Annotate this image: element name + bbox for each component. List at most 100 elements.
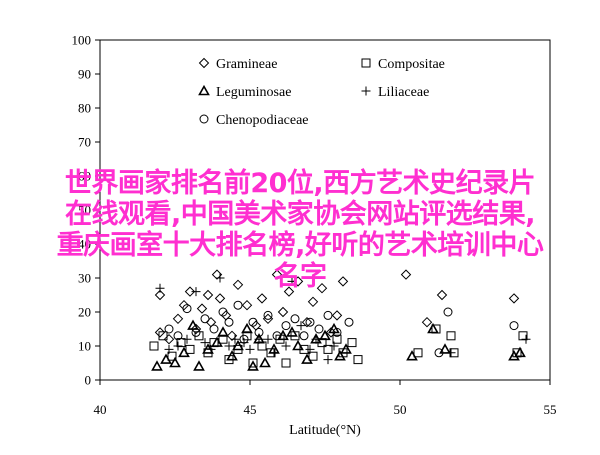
legend-item: Gramineae: [198, 57, 277, 72]
data-point: [337, 276, 349, 287]
data-point: [215, 273, 225, 283]
data-point: [239, 334, 249, 344]
y-tick-label: 60: [78, 169, 91, 184]
data-point: [305, 344, 315, 354]
y-tick-label: 0: [85, 373, 92, 388]
data-point: [353, 355, 363, 365]
data-point: [241, 322, 253, 334]
legend-item: Compositae: [361, 57, 445, 72]
data-point: [296, 321, 306, 331]
data-point: [202, 289, 214, 301]
data-point: [248, 317, 258, 327]
data-point: [164, 344, 174, 354]
data-point: [292, 276, 304, 287]
data-point: [194, 331, 204, 341]
data-point: [151, 360, 163, 371]
data-point: [292, 339, 304, 351]
data-point: [224, 317, 234, 327]
legend-item: Leguminosae: [198, 84, 291, 100]
overlay-line: 在线观看,中国美术家协会网站评选结果,: [64, 199, 536, 230]
data-point: [323, 310, 333, 320]
data-point: [155, 283, 165, 293]
data-point: [172, 313, 184, 325]
data-point: [226, 350, 238, 361]
data-point: [344, 317, 354, 327]
data-point: [307, 296, 319, 308]
data-point: [217, 326, 229, 337]
data-point: [311, 334, 321, 344]
data-point: [329, 341, 339, 351]
data-point: [332, 327, 342, 337]
x-tick-label: 40: [94, 402, 107, 417]
overlay-text: 世界画家排名前20位,西方艺术史纪录片 在线观看,中国美术家协会网站评选结果, …: [0, 168, 600, 292]
data-point: [314, 324, 324, 334]
data-point: [287, 276, 297, 286]
data-point: [281, 321, 291, 331]
y-tick-label: 80: [78, 101, 91, 116]
y-tick-label: 30: [78, 271, 91, 286]
y-tick-label: 40: [78, 237, 91, 252]
data-point: [224, 341, 234, 351]
data-point: [446, 348, 456, 358]
data-point: [233, 300, 243, 310]
legend-item: Chenopodiaceae: [199, 113, 309, 128]
data-point: [443, 307, 453, 317]
data-point: [149, 341, 159, 351]
y-tick-label: 20: [78, 305, 91, 320]
y-tick-label: 90: [78, 67, 91, 82]
data-point: [254, 327, 264, 337]
data-point: [167, 351, 177, 361]
data-point: [230, 334, 240, 344]
data-point: [272, 331, 282, 341]
data-point: [508, 293, 520, 304]
data-point: [323, 344, 333, 354]
legend-marker: [198, 84, 210, 96]
legend-label: Gramineae: [216, 57, 277, 72]
data-point: [256, 293, 268, 304]
overlay-line: 世界画家排名前20位,西方艺术史纪录片: [64, 168, 536, 199]
x-tick-label: 55: [544, 402, 557, 417]
data-point: [271, 269, 283, 280]
data-point: [434, 348, 444, 358]
data-point: [262, 313, 274, 325]
data-point: [301, 316, 313, 328]
data-point: [331, 310, 343, 321]
data-point: [173, 331, 183, 341]
data-point: [191, 327, 201, 337]
data-point: [283, 286, 295, 297]
data-point: [281, 358, 291, 368]
data-point: [413, 348, 423, 358]
y-axis: 0 10 20 30 40 50 60 70 80 90 100: [72, 33, 100, 388]
data-point: [439, 343, 451, 354]
data-point: [178, 299, 190, 311]
data-point: [154, 289, 166, 301]
legend-marker: [199, 114, 209, 124]
data-point: [263, 310, 273, 320]
data-point: [259, 356, 271, 368]
x-tick-label: 50: [394, 402, 407, 417]
legend-item: Liliaceae: [361, 85, 429, 100]
overlay-line: 名字: [273, 261, 328, 292]
data-point: [214, 293, 226, 304]
data-point: [158, 331, 168, 341]
data-point: [299, 331, 309, 341]
legend-label: Compositae: [378, 57, 445, 72]
legend-label: Liliaceae: [378, 85, 429, 100]
data-point: [406, 350, 418, 361]
data-point: [427, 322, 439, 334]
data-point: [316, 282, 328, 294]
data-point: [301, 353, 313, 364]
data-point: [182, 304, 192, 314]
data-point: [239, 338, 249, 348]
data-point: [400, 269, 412, 280]
data-point: [211, 269, 223, 280]
data-point: [518, 331, 528, 341]
data-point: [277, 306, 289, 318]
legend: Gramineae Compositae Leguminosae Liliaceae C…: [198, 57, 445, 128]
x-tick-label: 45: [244, 402, 257, 417]
data-point: [421, 316, 433, 328]
data-point: [263, 334, 273, 344]
data-point: [191, 287, 201, 297]
data-point: [185, 344, 195, 354]
